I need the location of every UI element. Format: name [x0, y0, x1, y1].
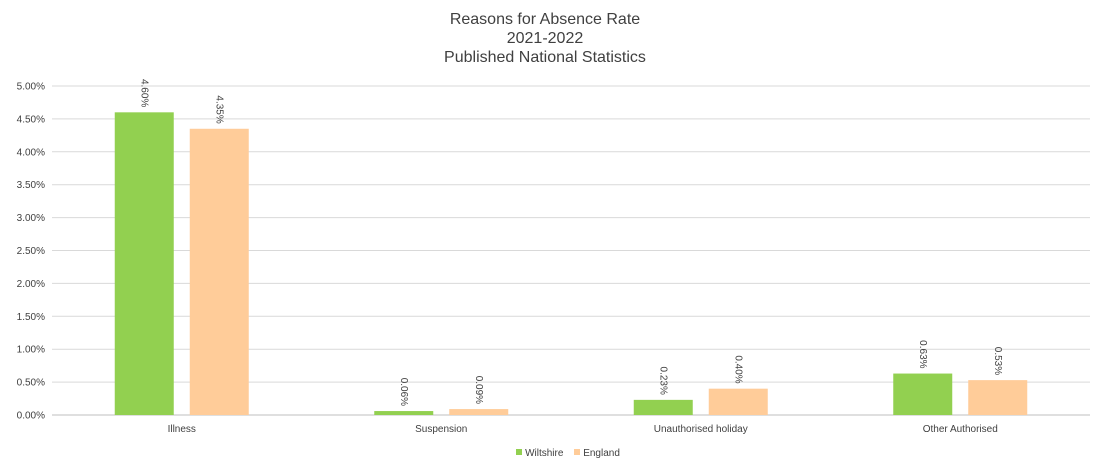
x-category-label: Suspension: [415, 424, 467, 435]
x-category-label: Illness: [168, 424, 196, 435]
bar-wiltshire-unauthorised-holiday: [633, 399, 693, 415]
data-label-wiltshire-illness: 4.60%: [138, 79, 149, 107]
x-category-label: Other Authorised: [923, 424, 998, 435]
x-category-label: Unauthorised holiday: [654, 424, 748, 435]
bar-wiltshire-suspension: [374, 411, 434, 415]
y-tick-label: 3.50%: [17, 180, 45, 191]
data-label-england-illness: 4.35%: [213, 95, 224, 123]
chart-title: Reasons for Absence Rate 2021-2022 Publi…: [0, 10, 1090, 67]
legend-item-england: England: [574, 448, 620, 459]
y-tick-label: 4.50%: [17, 114, 45, 125]
y-tick-label: 1.00%: [17, 345, 45, 356]
bar-england-illness: [189, 128, 249, 415]
data-label-england-unauthorised-holiday: 0.40%: [732, 355, 743, 383]
legend-swatch-england: [574, 449, 581, 455]
y-tick-label: 1.50%: [17, 312, 45, 323]
bar-wiltshire-other-authorised: [893, 373, 953, 415]
data-label-wiltshire-other-authorised: 0.63%: [917, 340, 928, 368]
chart-title-line-1: Reasons for Absence Rate: [449, 11, 641, 28]
data-label-england-other-authorised: 0.53%: [992, 347, 1003, 375]
data-label-wiltshire-unauthorised-holiday: 0.23%: [657, 367, 668, 395]
data-label-wiltshire-suspension: 0.06%: [398, 378, 409, 406]
y-tick-label: 3.00%: [17, 213, 45, 224]
chart-title-line-2: 2021-2022: [506, 30, 584, 47]
y-tick-label: 4.00%: [17, 147, 45, 158]
y-tick-label: 2.00%: [17, 279, 45, 290]
y-tick-label: 2.50%: [17, 246, 45, 257]
y-tick-label: 0.50%: [17, 378, 45, 389]
data-label-england-suspension: 0.09%: [473, 376, 484, 404]
chart-title-line-3: Published National Statistics: [444, 49, 646, 66]
bar-england-other-authorised: [968, 380, 1028, 415]
y-tick-label: 0.00%: [17, 411, 45, 422]
bar-wiltshire-illness: [114, 112, 174, 415]
chart-legend: Wiltshire England: [0, 448, 1105, 459]
legend-label-england: England: [583, 448, 620, 459]
legend-swatch-wiltshire: [516, 449, 523, 455]
legend-item-wiltshire: Wiltshire: [516, 448, 563, 459]
bar-england-unauthorised-holiday: [708, 388, 768, 415]
bar-england-suspension: [449, 409, 509, 415]
legend-label-wiltshire: Wiltshire: [525, 448, 564, 459]
y-tick-label: 5.00%: [17, 82, 45, 93]
